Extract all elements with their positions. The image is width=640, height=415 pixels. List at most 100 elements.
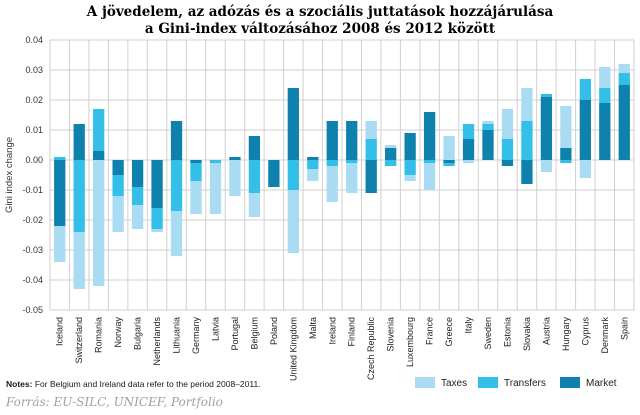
bar-taxes-spain <box>618 64 630 73</box>
legend-label-taxes: Taxes <box>441 378 467 389</box>
bar-transfers-luxembourg <box>404 160 416 175</box>
bar-taxes-norway <box>112 196 124 232</box>
x-tick-label: Malta <box>308 317 318 339</box>
bar-transfers-norway <box>112 175 124 196</box>
x-tick-label: Portugal <box>230 317 240 351</box>
bar-market-denmark <box>599 103 611 160</box>
bar-taxes-lithuania <box>170 211 183 256</box>
title-line-2: a Gini-index változásához 2008 és 2012 k… <box>144 21 496 37</box>
bar-market-sweden <box>482 130 494 160</box>
x-tick-label: Iceland <box>55 317 65 346</box>
bar-transfers-belgium <box>248 160 261 193</box>
bar-transfers-hungary <box>560 160 572 163</box>
bar-transfers-greece <box>443 163 455 166</box>
bar-market-malta <box>307 157 319 160</box>
bar-market-poland <box>268 160 280 187</box>
bar-market-austria <box>540 97 553 160</box>
x-tick-label: Estonia <box>502 317 512 347</box>
x-tick-label: Spain <box>619 317 629 340</box>
bar-taxes-greece <box>443 136 455 160</box>
x-tick-label: Greece <box>444 317 454 347</box>
bar-market-hungary <box>560 148 572 160</box>
bar-market-iceland <box>54 160 66 226</box>
bar-taxes-sweden <box>482 121 494 124</box>
bar-transfers-ireland <box>326 160 338 166</box>
bar-transfers-united-kingdom <box>287 160 299 190</box>
bar-market-bulgaria <box>131 160 144 187</box>
bar-market-united-kingdom <box>287 88 299 160</box>
bar-taxes-luxembourg <box>404 175 416 181</box>
x-tick-label: Belgium <box>249 317 259 350</box>
bar-transfers-slovakia <box>521 121 533 160</box>
bar-transfers-lithuania <box>170 160 183 211</box>
legend-label-market: Market <box>586 378 617 389</box>
bar-market-germany <box>190 160 202 163</box>
x-tick-label: Italy <box>464 317 474 334</box>
bar-taxes-estonia <box>501 109 514 139</box>
x-tick-label: Finland <box>347 317 357 347</box>
y-axis-label: Gini index change <box>4 137 15 213</box>
bar-taxes-belgium <box>248 193 261 217</box>
notes: Notes: For Belgium and Ireland data refe… <box>6 379 261 389</box>
x-tick-label: Denmark <box>600 317 610 354</box>
bar-taxes-italy <box>462 160 475 163</box>
bar-transfers-latvia <box>209 160 222 163</box>
bar-transfers-denmark <box>599 88 611 103</box>
bar-market-finland <box>346 121 358 160</box>
source-credit: Forrás: EU-SILC, UNICEF, Portfolio <box>6 395 223 409</box>
x-tick-label: Czech Republic <box>366 317 376 381</box>
bar-transfers-malta <box>307 160 319 169</box>
bar-taxes-hungary <box>560 106 572 148</box>
bar-transfers-slovenia <box>385 160 397 166</box>
bar-taxes-latvia <box>209 163 222 214</box>
x-tick-label: Sweden <box>483 317 493 350</box>
bar-taxes-austria <box>540 160 553 172</box>
legend-swatch-transfers <box>478 377 498 388</box>
bar-taxes-slovakia <box>521 88 533 121</box>
y-tick-label: 0.02 <box>25 95 43 105</box>
x-tick-label: Poland <box>269 317 279 345</box>
bar-market-netherlands <box>151 160 163 208</box>
y-tick-label: 0.00 <box>25 155 43 165</box>
bar-market-belgium <box>248 136 261 160</box>
y-tick-label: 0.01 <box>25 125 43 135</box>
bar-market-czech-republic <box>365 160 377 193</box>
bar-market-france <box>423 112 436 160</box>
bar-transfers-netherlands <box>151 208 163 229</box>
bar-taxes-germany <box>190 181 202 214</box>
bar-taxes-bulgaria <box>131 205 144 229</box>
x-tick-label: Cyprus <box>580 317 590 346</box>
bar-transfers-czech-republic <box>365 139 377 160</box>
bar-transfers-cyprus <box>579 79 591 100</box>
bar-market-switzerland <box>73 124 85 160</box>
bar-transfers-sweden <box>482 124 494 130</box>
bar-taxes-cyprus <box>579 160 591 178</box>
bar-market-norway <box>112 160 124 175</box>
bar-market-cyprus <box>579 100 591 160</box>
bar-transfers-estonia <box>501 139 514 160</box>
bar-taxes-iceland <box>54 226 66 262</box>
x-tick-label: Slovenia <box>386 317 396 352</box>
bar-taxes-romania <box>93 160 105 286</box>
bar-transfers-finland <box>346 160 358 163</box>
y-tick-label: -0.05 <box>22 305 43 315</box>
bar-taxes-netherlands <box>151 229 163 232</box>
x-tick-label: United Kingdom <box>288 317 298 381</box>
chart-title: A jövedelem, az adózás és a szociális ju… <box>0 4 640 38</box>
bar-transfers-bulgaria <box>131 187 144 205</box>
y-tick-label: -0.02 <box>22 215 43 225</box>
legend-swatch-market <box>560 377 580 388</box>
bar-taxes-united-kingdom <box>287 190 299 253</box>
x-tick-label: Bulgaria <box>133 317 143 350</box>
bar-transfers-france <box>423 160 436 163</box>
x-tick-label: France <box>425 317 435 345</box>
x-tick-label: Hungary <box>561 317 571 352</box>
bar-market-ireland <box>326 121 338 160</box>
x-tick-label: Ireland <box>327 317 337 345</box>
bar-taxes-ireland <box>326 166 338 202</box>
title-line-1: A jövedelem, az adózás és a szociális ju… <box>86 4 554 20</box>
y-tick-label: -0.01 <box>22 185 43 195</box>
bar-taxes-malta <box>307 169 319 181</box>
y-tick-label: -0.04 <box>22 275 43 285</box>
